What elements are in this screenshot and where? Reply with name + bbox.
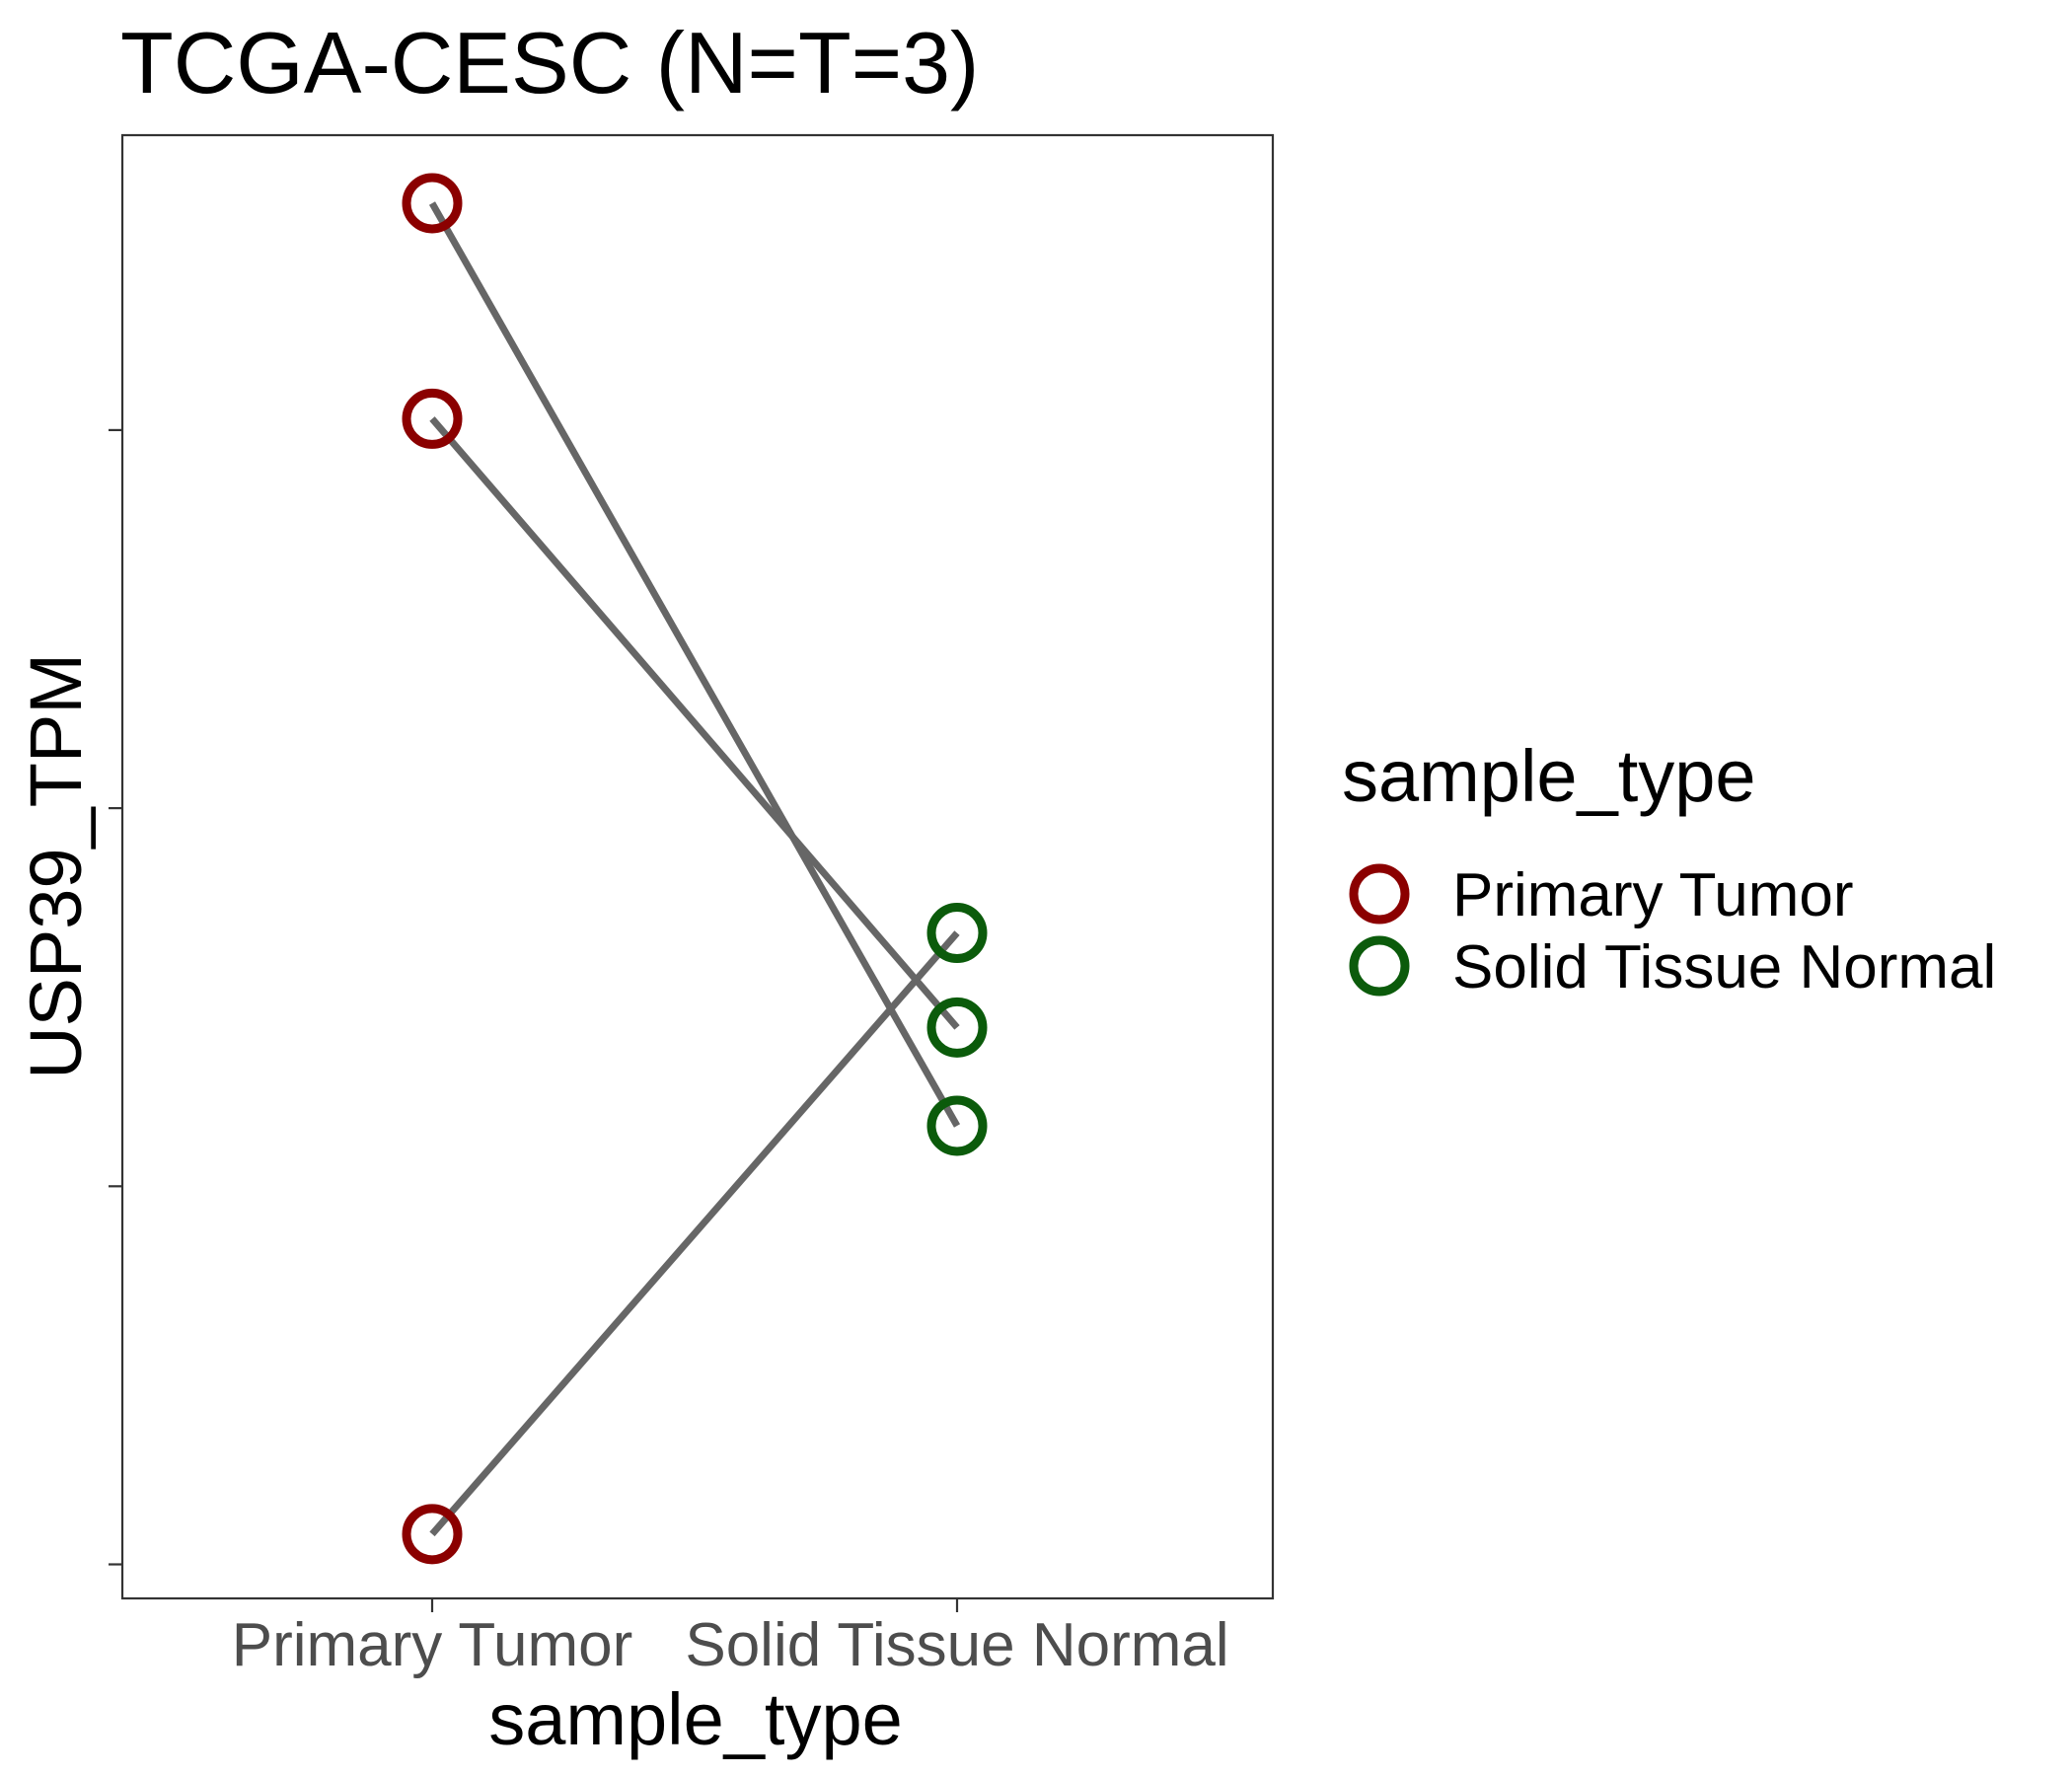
x-axis-title: sample_type [488,1678,903,1760]
y-axis-title: USP39_TPM [15,653,97,1079]
x-tick-label-0: Primary Tumor [232,1611,632,1679]
pair-line-2 [429,930,960,1537]
pair-line-0 [428,201,961,1128]
point-normal-0 [926,1095,988,1156]
point-normal-2 [926,903,988,964]
pair-line-1 [429,416,960,1030]
legend-key-1 [1349,935,1410,997]
legend-label-1: Solid Tissue Normal [1452,933,1996,1001]
point-tumor-1 [402,388,463,449]
point-normal-1 [926,997,988,1058]
panel-border [120,133,1275,1600]
point-tumor-0 [402,173,463,234]
x-tick-label-1: Solid Tissue Normal [685,1611,1228,1679]
legend-title: sample_type [1342,735,1756,817]
legend-label-0: Primary Tumor [1452,861,1853,929]
pair-lines [428,201,961,1537]
plot-panel [120,133,1275,1600]
data-points [402,173,988,1565]
legend-key-0 [1349,863,1410,925]
axes: Primary Tumor Solid Tissue Normal [109,428,1229,1679]
chart-title: TCGA-CESC (N=T=3) [120,14,979,111]
point-tumor-2 [402,1504,463,1565]
